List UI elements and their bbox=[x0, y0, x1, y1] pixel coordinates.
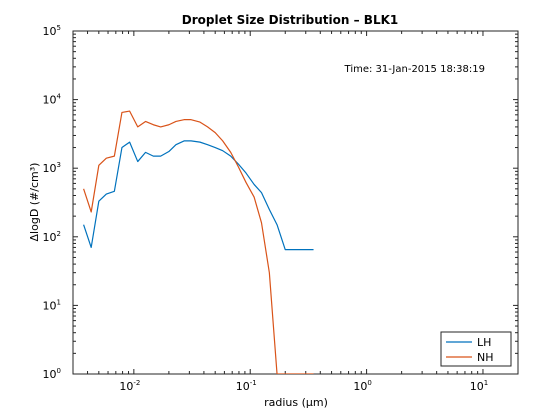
x-tick-label: 10-1 bbox=[236, 379, 257, 393]
plot-area bbox=[72, 30, 519, 375]
series-lines bbox=[83, 110, 314, 374]
x-tick-label-base: 10 bbox=[470, 380, 484, 393]
y-tick-label-base: 10 bbox=[43, 162, 57, 175]
chart-title: Droplet Size Distribution – BLK1 bbox=[182, 13, 399, 27]
x-tick-label-base: 10 bbox=[119, 380, 133, 393]
y-axis-label: ΔlogD (#/cm³) bbox=[28, 163, 41, 242]
y-tick-label-base: 10 bbox=[43, 299, 57, 312]
y-tick-label-exponent: 5 bbox=[57, 24, 61, 32]
legend-label-nh: NH bbox=[477, 351, 494, 364]
y-tick-label-base: 10 bbox=[43, 368, 57, 381]
series-line-nh bbox=[83, 110, 314, 374]
legend-label-lh: LH bbox=[477, 336, 491, 349]
y-tick-label: 104 bbox=[43, 93, 62, 107]
x-tick-label-exponent: -1 bbox=[250, 379, 257, 387]
x-tick-label: 100 bbox=[353, 379, 371, 393]
x-tick-label: 10-2 bbox=[119, 379, 140, 393]
legend: LH NH bbox=[440, 331, 512, 367]
y-tick-label-exponent: 0 bbox=[57, 367, 61, 375]
y-tick-label: 102 bbox=[43, 230, 61, 244]
series-line-lh bbox=[83, 140, 314, 251]
y-tick-label: 100 bbox=[43, 367, 61, 381]
x-tick-label-exponent: -2 bbox=[133, 379, 140, 387]
x-tick-label-exponent: 1 bbox=[484, 379, 488, 387]
y-tick-label-exponent: 2 bbox=[57, 230, 61, 238]
y-tick-label-exponent: 3 bbox=[57, 161, 61, 169]
x-tick-label: 101 bbox=[470, 379, 488, 393]
x-tick-label-base: 10 bbox=[236, 380, 250, 393]
x-tick-label-base: 10 bbox=[353, 380, 367, 393]
y-tick-label-base: 10 bbox=[43, 25, 57, 38]
y-tick-label-exponent: 4 bbox=[57, 93, 62, 101]
y-tick-label-exponent: 1 bbox=[57, 298, 61, 306]
timestamp-annotation: Time: 31-Jan-2015 18:38:19 bbox=[344, 64, 485, 75]
x-tick-label-exponent: 0 bbox=[367, 379, 371, 387]
y-tick-label: 101 bbox=[43, 298, 61, 312]
y-tick-label-base: 10 bbox=[43, 94, 57, 107]
y-tick-label-base: 10 bbox=[43, 231, 57, 244]
y-tick-label: 105 bbox=[43, 24, 61, 38]
y-tick-label: 103 bbox=[43, 161, 61, 175]
x-axis-label: radius (μm) bbox=[264, 396, 328, 409]
axes-box bbox=[72, 30, 519, 375]
legend-box bbox=[440, 331, 512, 367]
